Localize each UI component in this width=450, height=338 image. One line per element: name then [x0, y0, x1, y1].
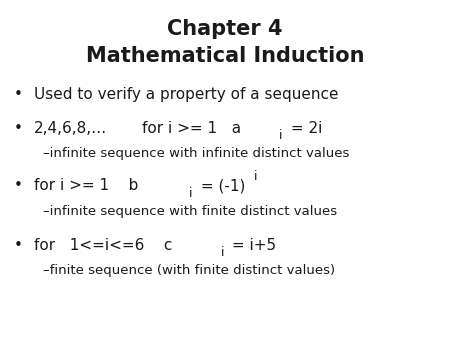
Text: 2,4,6,8,…: 2,4,6,8,… [34, 121, 107, 136]
Text: Mathematical Induction: Mathematical Induction [86, 46, 364, 66]
Text: Chapter 4: Chapter 4 [167, 19, 283, 39]
Text: for i >= 1   a: for i >= 1 a [142, 121, 241, 136]
Text: Used to verify a property of a sequence: Used to verify a property of a sequence [34, 87, 338, 102]
Text: –finite sequence (with finite distinct values): –finite sequence (with finite distinct v… [43, 264, 335, 277]
Text: = (-1): = (-1) [196, 178, 245, 193]
Text: i: i [254, 170, 258, 183]
Text: •: • [14, 121, 22, 136]
Text: = i+5: = i+5 [227, 238, 276, 252]
Text: for i >= 1    b: for i >= 1 b [34, 178, 138, 193]
Text: –infinite sequence with infinite distinct values: –infinite sequence with infinite distinc… [43, 147, 349, 160]
Text: i: i [220, 246, 224, 259]
Text: = 2i: = 2i [286, 121, 322, 136]
Text: –infinite sequence with finite distinct values: –infinite sequence with finite distinct … [43, 205, 337, 218]
Text: i: i [189, 187, 193, 200]
Text: •: • [14, 238, 22, 252]
Text: •: • [14, 87, 22, 102]
Text: for   1<=i<=6    c: for 1<=i<=6 c [34, 238, 172, 252]
Text: •: • [14, 178, 22, 193]
Text: i: i [279, 129, 283, 142]
